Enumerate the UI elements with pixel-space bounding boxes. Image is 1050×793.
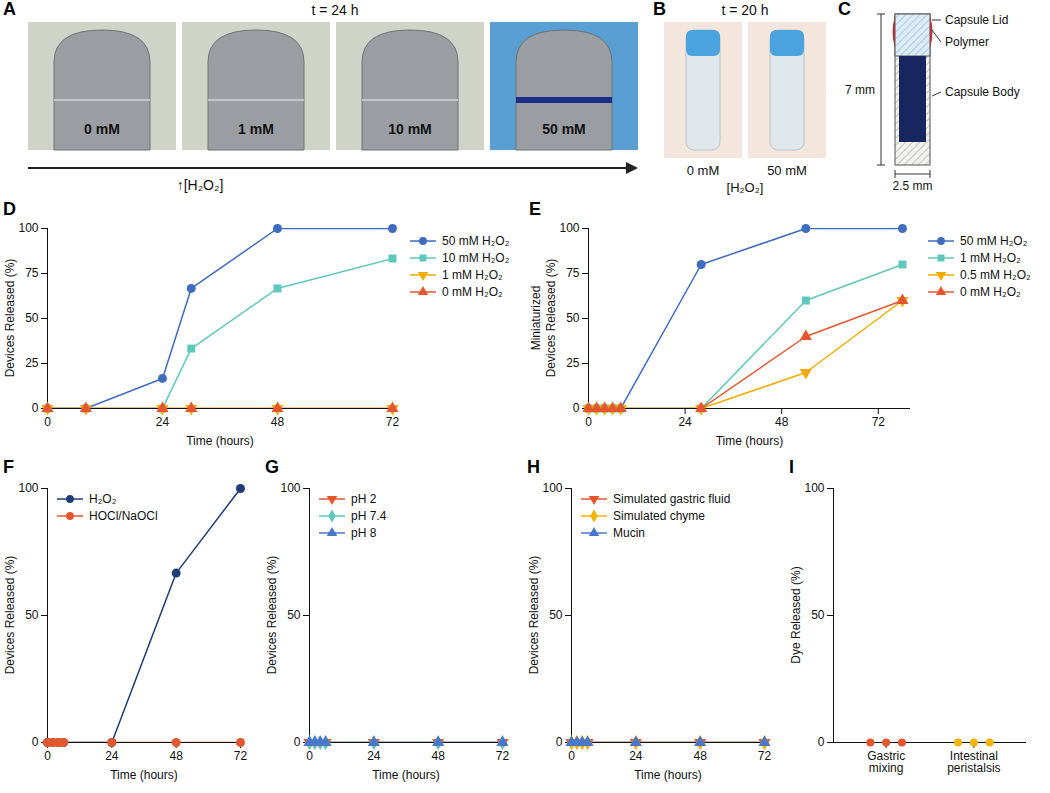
svg-text:Capsule Body: Capsule Body	[945, 85, 1020, 99]
html-text:E: E	[529, 199, 541, 219]
html-text:0.5 mM H₂O₂: 0.5 mM H₂O₂	[960, 267, 1031, 282]
svg-text:72: 72	[234, 749, 248, 763]
html-text:H: H	[527, 457, 540, 477]
svg-text:Time (hours): Time (hours)	[186, 434, 254, 448]
svg-text:24: 24	[156, 415, 170, 429]
svg-text:100: 100	[18, 481, 38, 495]
html-text:H₂O₂: H₂O₂	[89, 491, 117, 506]
svg-text:0: 0	[294, 735, 301, 749]
svg-text:72: 72	[872, 415, 886, 429]
html-text:Mucin: Mucin	[613, 525, 645, 540]
svg-text:Devices Released (%): Devices Released (%)	[265, 556, 279, 675]
html-text:F: F	[3, 457, 14, 477]
svg-text:0 mM: 0 mM	[687, 163, 720, 178]
svg-text:50 mM: 50 mM	[767, 163, 807, 178]
svg-text:Time (hours): Time (hours)	[372, 768, 440, 782]
svg-text:0: 0	[585, 415, 592, 429]
svg-text:48: 48	[775, 415, 789, 429]
html-text:50 mM H₂O₂: 50 mM H₂O₂	[960, 233, 1028, 248]
svg-text:48: 48	[431, 749, 445, 763]
svg-text:0: 0	[44, 415, 51, 429]
svg-text:72: 72	[758, 749, 772, 763]
html-text:C: C	[838, 0, 851, 19]
svg-text:72: 72	[386, 415, 400, 429]
svg-text:50: 50	[549, 608, 563, 622]
svg-text:48: 48	[271, 415, 285, 429]
svg-text:24: 24	[678, 415, 692, 429]
html-text:D: D	[3, 199, 16, 219]
svg-text:1 mM: 1 mM	[238, 121, 274, 137]
svg-text:50: 50	[25, 608, 39, 622]
html-text:1 mM H₂O₂: 1 mM H₂O₂	[442, 267, 503, 282]
html-text:0 mM H₂O₂: 0 mM H₂O₂	[442, 284, 503, 299]
html-text:B: B	[653, 0, 666, 19]
html-text:I: I	[789, 457, 794, 477]
svg-text:0 mM: 0 mM	[84, 121, 120, 137]
svg-text:7 mm: 7 mm	[845, 83, 875, 97]
svg-text:0: 0	[556, 735, 563, 749]
svg-text:24: 24	[367, 749, 381, 763]
svg-text:Miniaturized: Miniaturized	[529, 286, 543, 351]
html-text:A: A	[3, 0, 16, 19]
html-text:pH 7.4: pH 7.4	[351, 508, 387, 523]
html-text:50 mM H₂O₂: 50 mM H₂O₂	[442, 233, 510, 248]
svg-text:100: 100	[18, 221, 38, 235]
html-text:0 mM H₂O₂: 0 mM H₂O₂	[960, 284, 1021, 299]
svg-text:50: 50	[811, 608, 825, 622]
svg-text:t = 24 h: t = 24 h	[311, 2, 358, 18]
svg-text:0: 0	[568, 749, 575, 763]
svg-text:75: 75	[25, 266, 39, 280]
svg-text:48: 48	[169, 749, 183, 763]
svg-text:24: 24	[105, 749, 119, 763]
html-text:Simulated gastric fluid: Simulated gastric fluid	[613, 491, 731, 506]
svg-text:72: 72	[496, 749, 510, 763]
svg-text:t = 20 h: t = 20 h	[721, 2, 768, 18]
svg-text:Intestinalperistalsis: Intestinalperistalsis	[947, 749, 1000, 775]
svg-text:[H₂O₂]: [H₂O₂]	[727, 180, 764, 195]
svg-text:Time (hours): Time (hours)	[634, 768, 702, 782]
svg-text:25: 25	[25, 356, 39, 370]
svg-text:50: 50	[566, 311, 580, 325]
html-text:pH 8: pH 8	[351, 525, 377, 540]
svg-text:0: 0	[306, 749, 313, 763]
svg-text:100: 100	[542, 481, 562, 495]
html-text:10 mM H₂O₂: 10 mM H₂O₂	[442, 250, 510, 265]
svg-text:Devices Released (%): Devices Released (%)	[3, 556, 17, 675]
svg-text:Time (hours): Time (hours)	[716, 434, 784, 448]
svg-text:10 mM: 10 mM	[388, 121, 432, 137]
svg-text:24: 24	[629, 749, 643, 763]
svg-text:Capsule Lid: Capsule Lid	[945, 13, 1008, 27]
svg-text:Devices Released (%): Devices Released (%)	[3, 259, 17, 378]
svg-text:48: 48	[693, 749, 707, 763]
svg-text:Polymer: Polymer	[945, 35, 989, 49]
svg-text:2.5 mm: 2.5 mm	[892, 179, 932, 193]
svg-text:Dye Released (%): Dye Released (%)	[789, 566, 803, 663]
svg-text:↑[H₂O₂]: ↑[H₂O₂]	[177, 177, 224, 193]
svg-text:0: 0	[32, 401, 39, 415]
svg-text:50: 50	[287, 608, 301, 622]
svg-text:Devices Released (%): Devices Released (%)	[544, 259, 558, 378]
svg-text:100: 100	[280, 481, 300, 495]
svg-text:0: 0	[573, 401, 580, 415]
svg-text:25: 25	[566, 356, 580, 370]
svg-text:Time (hours): Time (hours)	[110, 768, 178, 782]
html-text:1 mM H₂O₂: 1 mM H₂O₂	[960, 250, 1021, 265]
svg-text:0: 0	[32, 735, 39, 749]
svg-text:Devices Released (%): Devices Released (%)	[527, 556, 541, 675]
html-text:G: G	[265, 457, 279, 477]
svg-text:50 mM: 50 mM	[542, 121, 586, 137]
svg-text:75: 75	[566, 266, 580, 280]
svg-text:0: 0	[818, 735, 825, 749]
html-text:pH 2: pH 2	[351, 491, 377, 506]
html-text:HOCl/NaOCl: HOCl/NaOCl	[89, 508, 158, 523]
svg-text:100: 100	[559, 221, 579, 235]
html-text:Simulated chyme: Simulated chyme	[613, 508, 705, 523]
svg-text:Gastricmixing: Gastricmixing	[867, 749, 905, 775]
svg-text:50: 50	[25, 311, 39, 325]
svg-text:100: 100	[804, 481, 824, 495]
svg-text:0: 0	[44, 749, 51, 763]
